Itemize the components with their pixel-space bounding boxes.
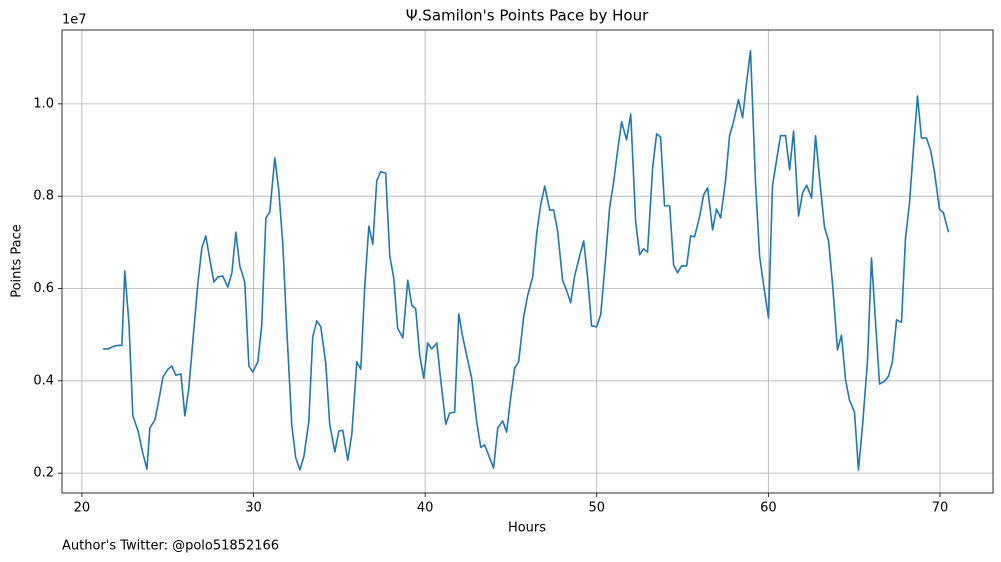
footnote: Author's Twitter: @polo51852166 <box>62 539 279 554</box>
x-tick-label: 20 <box>74 501 91 516</box>
x-tick-label: 50 <box>588 501 605 516</box>
plot-frame <box>61 29 994 494</box>
y-axis-label: Points Pace <box>10 224 25 298</box>
y-tick-label: 0.6 <box>33 281 54 296</box>
chart-title: Ψ.Samilon's Points Pace by Hour <box>406 7 649 25</box>
x-tick-label: 40 <box>417 501 434 516</box>
x-tick-label: 70 <box>932 501 949 516</box>
y-tick-label: 1.0 <box>33 96 54 111</box>
x-tick-label: 60 <box>760 501 777 516</box>
x-axis-label: Hours <box>508 521 546 536</box>
y-tick-label: 0.8 <box>33 189 54 204</box>
data-line <box>102 49 950 471</box>
y-tick-label: 0.2 <box>33 466 54 481</box>
x-tick-label: 30 <box>245 501 262 516</box>
y-offset-label: 1e7 <box>62 13 87 28</box>
y-tick-label: 0.4 <box>33 373 54 388</box>
